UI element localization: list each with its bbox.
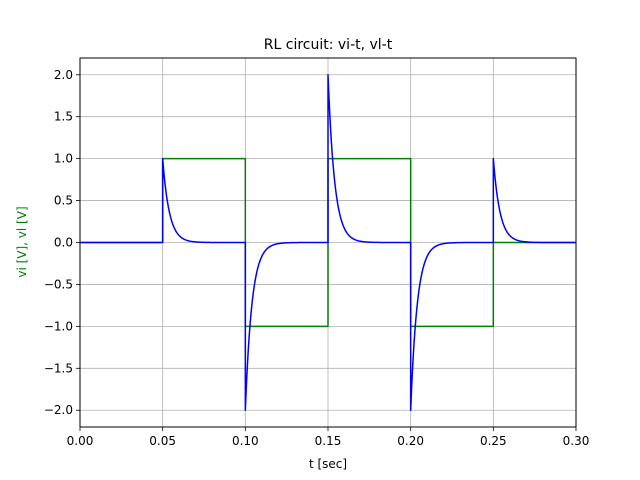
y-tick-label: 0.5 (54, 194, 73, 208)
x-tick-label: 0.25 (480, 434, 507, 448)
y-tick-label: 0.0 (54, 236, 73, 250)
y-tick-label: −2.0 (44, 403, 73, 417)
x-tick-label: 0.05 (149, 434, 176, 448)
y-tick-label: 1.5 (54, 110, 73, 124)
x-axis: 0.00 0.05 0.10 0.15 0.20 0.25 0.30 (67, 427, 590, 448)
series-line-2 (79, 74, 577, 411)
y-axis: −2.0 −1.5 −1.0 −0.5 0.0 0.5 1.0 1.5 2.0 (44, 68, 80, 417)
y-tick-label: 1.0 (54, 152, 73, 166)
y-axis-label: vi [V], vl [V] (15, 206, 29, 277)
chart-title: RL circuit: vi-t, vl-t (264, 37, 393, 53)
x-tick-label: 0.15 (315, 434, 342, 448)
x-tick-label: 0.30 (563, 434, 590, 448)
y-tick-label: −1.0 (44, 319, 73, 333)
x-tick-label: 0.10 (232, 434, 259, 448)
y-tick-label: −1.5 (44, 361, 73, 375)
y-tick-label: 2.0 (54, 68, 73, 82)
plot-lines (79, 74, 577, 411)
x-axis-label: t [sec] (309, 457, 347, 471)
x-tick-label: 0.00 (67, 434, 94, 448)
y-tick-label: −0.5 (44, 277, 73, 291)
x-tick-label: 0.20 (397, 434, 424, 448)
